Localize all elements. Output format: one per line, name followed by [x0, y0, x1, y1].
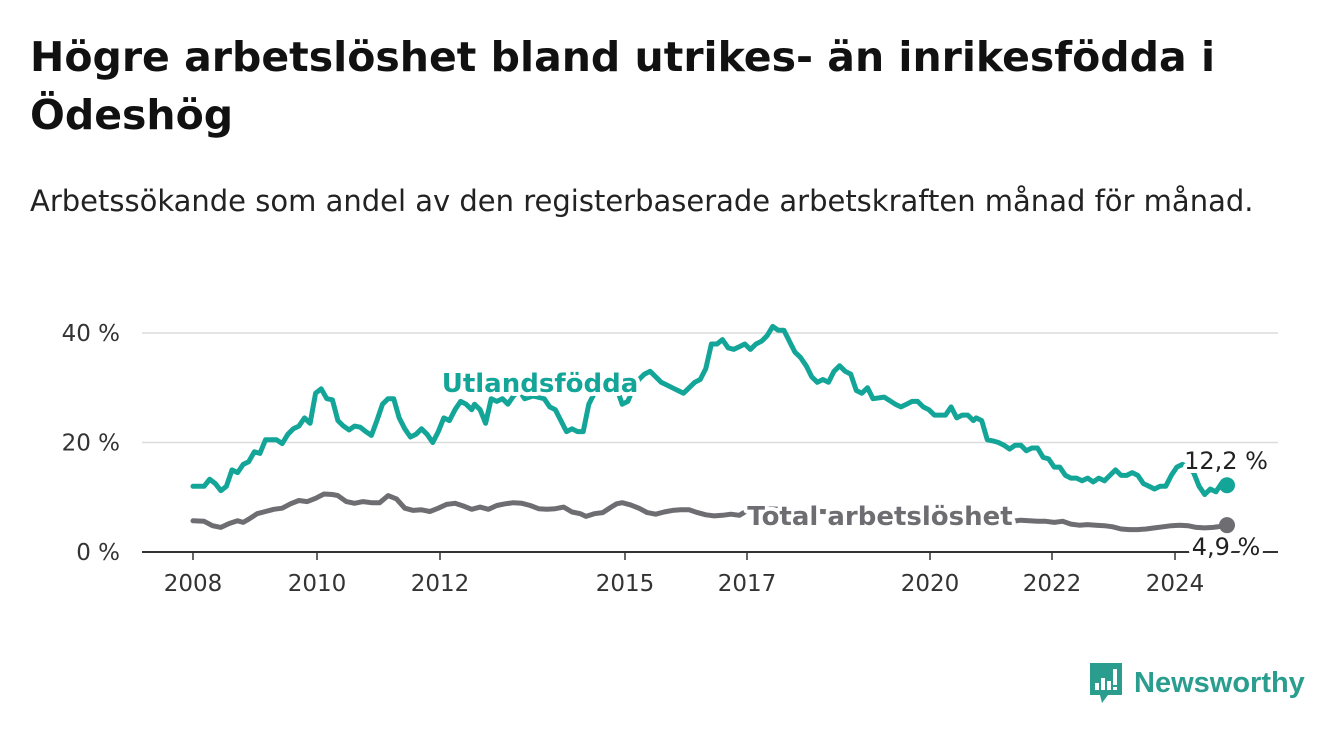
- y-tick-label: 40 %: [62, 321, 120, 347]
- brand-name: Newsworthy: [1134, 666, 1305, 699]
- x-tick-label: 2012: [411, 571, 470, 597]
- series-end-dot: [1219, 477, 1235, 494]
- x-tick-label: 2022: [1023, 571, 1082, 597]
- series-label-total: Total arbetslöshet: [747, 502, 1012, 532]
- end-value-utlandsfodda: 12,2 %: [1184, 447, 1268, 475]
- grid-lines: [142, 332, 1278, 444]
- line-chart: 0 % 20 % 40 % 2008 2010 2012 2015 2017 2020 2022…: [62, 321, 1278, 597]
- x-axis: 2008 2010 2012 2015 2017 2020 2022 2024: [142, 551, 1278, 597]
- series-label-utlandsfodda: Utlandsfödda: [442, 369, 639, 399]
- series-labels: Utlandsfödda Total arbetslöshet 12,2 % 4,9 …: [438, 365, 1272, 565]
- newsworthy-chart-icon: [1090, 663, 1122, 703]
- series-lines: [190, 323, 1235, 534]
- series-line: [190, 491, 1230, 533]
- series-end-dot: [1219, 517, 1235, 534]
- series-line: [190, 323, 1230, 497]
- x-tick-label: 2015: [596, 571, 655, 597]
- x-tick-label: 2017: [718, 571, 777, 597]
- chart-title: Högre arbetslöshet bland utrikes- än inr…: [30, 33, 1215, 139]
- x-tick-label: 2008: [164, 571, 223, 597]
- x-tick-label: 2010: [288, 571, 347, 597]
- x-tick-label: 2020: [901, 571, 960, 597]
- y-tick-label: 0 %: [76, 540, 120, 566]
- y-tick-label: 20 %: [62, 431, 120, 457]
- x-tick-label: 2024: [1146, 571, 1205, 597]
- end-value-total: 4,9 %: [1192, 533, 1261, 561]
- y-axis-labels: 0 % 20 % 40 %: [62, 321, 120, 566]
- newsworthy-logo: Newsworthy: [1088, 660, 1305, 706]
- chart-subtitle: Arbetssökande som andel av den registerb…: [30, 184, 1254, 218]
